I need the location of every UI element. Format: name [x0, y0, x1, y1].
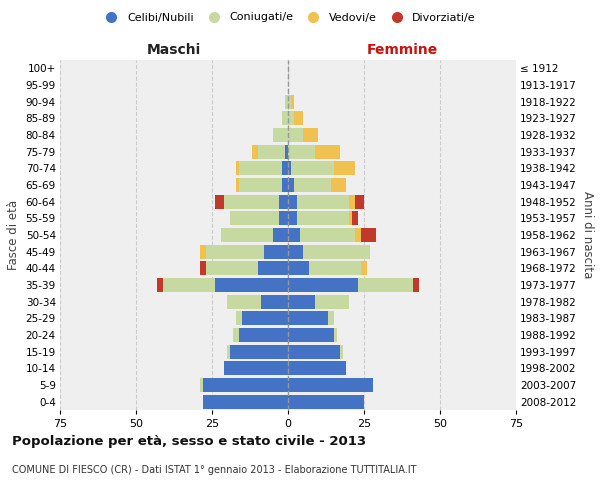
Bar — [355, 194, 364, 209]
Bar — [206, 244, 263, 259]
Bar — [355, 228, 361, 242]
Bar — [251, 144, 257, 159]
Bar — [288, 112, 294, 126]
Bar — [263, 244, 288, 259]
Text: COMUNE DI FIESCO (CR) - Dati ISTAT 1° gennaio 2013 - Elaborazione TUTTITALIA.IT: COMUNE DI FIESCO (CR) - Dati ISTAT 1° ge… — [12, 465, 416, 475]
Bar — [288, 278, 358, 292]
Bar — [285, 94, 288, 109]
Bar — [303, 128, 319, 142]
Bar — [309, 261, 361, 276]
Bar — [349, 194, 355, 209]
Bar — [294, 112, 303, 126]
Bar — [288, 394, 364, 409]
Bar — [349, 211, 352, 226]
Bar — [200, 261, 206, 276]
Bar — [163, 278, 215, 292]
Bar — [288, 311, 328, 326]
Bar — [288, 361, 346, 376]
Bar — [227, 294, 260, 308]
Bar — [288, 328, 334, 342]
Bar — [215, 278, 288, 292]
Bar — [297, 194, 349, 209]
Text: Popolazione per età, sesso e stato civile - 2013: Popolazione per età, sesso e stato civil… — [12, 435, 366, 448]
Bar — [157, 278, 163, 292]
Bar — [328, 311, 334, 326]
Bar — [224, 194, 279, 209]
Bar — [288, 228, 300, 242]
Y-axis label: Anni di nascita: Anni di nascita — [581, 192, 593, 278]
Legend: Celibi/Nubili, Coniugati/e, Vedovi/e, Divorziati/e: Celibi/Nubili, Coniugati/e, Vedovi/e, Di… — [96, 8, 480, 27]
Bar — [361, 228, 376, 242]
Bar — [303, 244, 370, 259]
Bar — [294, 178, 331, 192]
Bar — [352, 211, 358, 226]
Bar — [221, 228, 273, 242]
Bar — [257, 261, 288, 276]
Bar — [282, 112, 288, 126]
Bar — [257, 144, 285, 159]
Bar — [288, 378, 373, 392]
Bar — [288, 94, 291, 109]
Bar — [291, 162, 334, 175]
Bar — [279, 194, 288, 209]
Bar — [260, 294, 288, 308]
Bar — [288, 244, 303, 259]
Bar — [239, 162, 282, 175]
Bar — [334, 162, 355, 175]
Bar — [230, 344, 288, 359]
Bar — [206, 261, 257, 276]
Bar — [288, 344, 340, 359]
Bar — [361, 261, 367, 276]
Bar — [224, 361, 288, 376]
Bar — [288, 211, 297, 226]
Bar — [291, 94, 294, 109]
Bar — [282, 162, 288, 175]
Bar — [236, 311, 242, 326]
Bar — [200, 244, 206, 259]
Text: Femmine: Femmine — [367, 42, 437, 56]
Bar — [288, 144, 316, 159]
Bar — [285, 144, 288, 159]
Bar — [316, 294, 349, 308]
Bar — [279, 211, 288, 226]
Bar — [413, 278, 419, 292]
Y-axis label: Fasce di età: Fasce di età — [7, 200, 20, 270]
Bar — [200, 378, 203, 392]
Bar — [288, 128, 303, 142]
Bar — [273, 128, 288, 142]
Bar — [334, 328, 337, 342]
Bar — [282, 178, 288, 192]
Bar — [236, 178, 239, 192]
Bar — [236, 162, 239, 175]
Bar — [203, 378, 288, 392]
Bar — [288, 178, 294, 192]
Bar — [239, 178, 282, 192]
Bar — [288, 194, 297, 209]
Bar — [297, 211, 349, 226]
Bar — [273, 228, 288, 242]
Bar — [239, 328, 288, 342]
Bar — [215, 194, 224, 209]
Bar — [227, 344, 230, 359]
Bar — [331, 178, 346, 192]
Bar — [230, 211, 279, 226]
Bar — [288, 294, 316, 308]
Bar — [288, 261, 309, 276]
Bar — [203, 394, 288, 409]
Bar — [316, 144, 340, 159]
Bar — [242, 311, 288, 326]
Bar — [300, 228, 355, 242]
Bar — [288, 162, 291, 175]
Text: Maschi: Maschi — [147, 42, 201, 56]
Bar — [233, 328, 239, 342]
Bar — [358, 278, 413, 292]
Bar — [340, 344, 343, 359]
